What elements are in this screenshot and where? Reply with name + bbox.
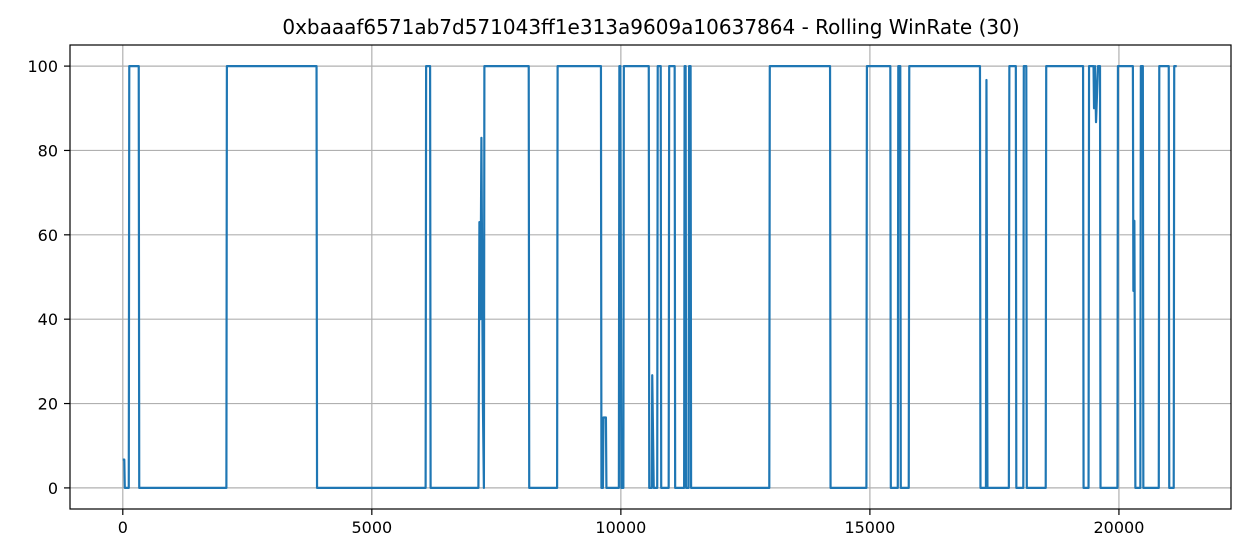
y-tick-label: 80 bbox=[38, 141, 58, 160]
y-tick-label: 0 bbox=[48, 479, 58, 498]
x-tick-label: 10000 bbox=[595, 518, 646, 537]
plot-frame bbox=[69, 44, 1232, 510]
x-tick-label: 20000 bbox=[1093, 518, 1144, 537]
x-tick-label: 5000 bbox=[351, 518, 392, 537]
x-tick-label: 15000 bbox=[844, 518, 895, 537]
series-layer bbox=[122, 64, 1177, 490]
grid-lines bbox=[70, 45, 1231, 509]
y-tick-label: 40 bbox=[38, 310, 58, 329]
winrate-series-line bbox=[122, 64, 1177, 490]
y-tick-label: 20 bbox=[38, 395, 58, 414]
chart-title: 0xbaaaf6571ab7d571043ff1e313a9609a106378… bbox=[282, 15, 1019, 39]
y-tick-label: 100 bbox=[27, 57, 58, 76]
y-tick-label: 60 bbox=[38, 226, 58, 245]
x-tick-label: 0 bbox=[118, 518, 128, 537]
axis-ticks: 0 5000 10000 15000 20000 0 20 40 60 80 100 bbox=[27, 57, 1144, 537]
